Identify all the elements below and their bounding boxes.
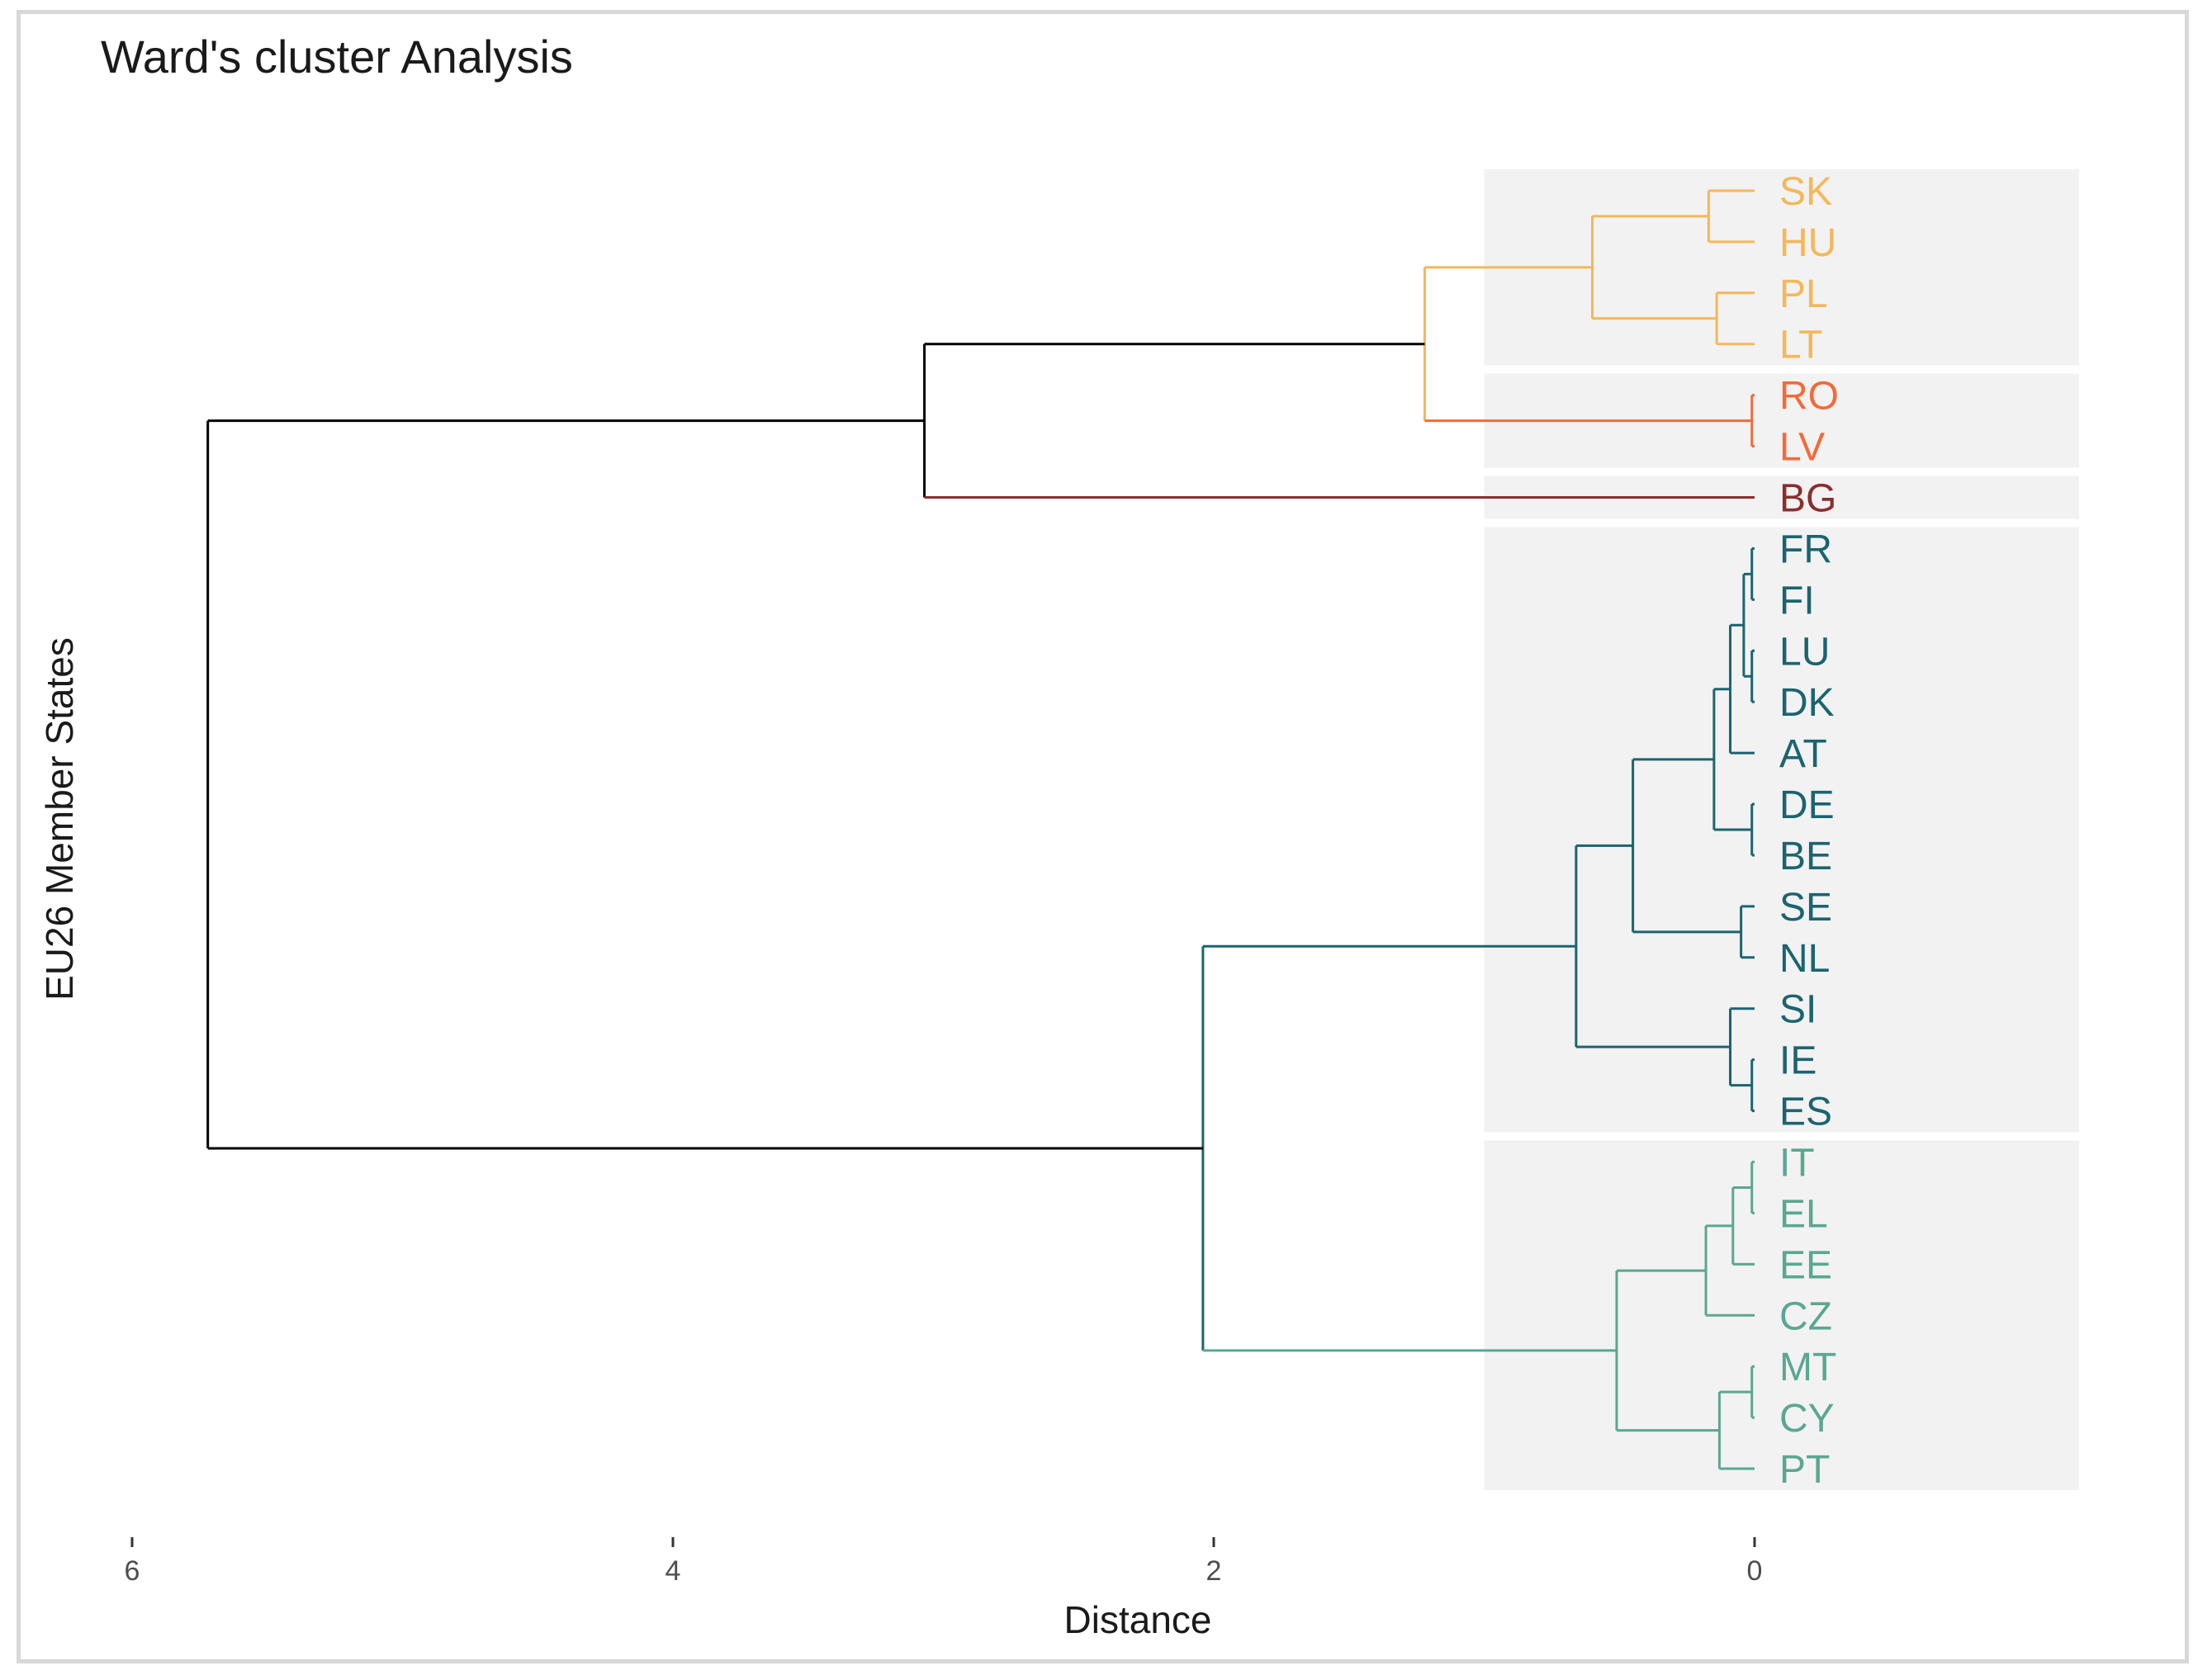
leaf-label-ro: RO (1779, 375, 1839, 419)
leaf-label-nl: NL (1779, 937, 1830, 981)
leaf-label-sk: SK (1779, 170, 1832, 214)
leaf-label-ee: EE (1779, 1243, 1832, 1287)
cluster-rect (1484, 527, 2079, 1133)
cluster-rect (1484, 1140, 2079, 1491)
leaf-label-es: ES (1779, 1091, 1832, 1134)
leaf-label-pl: PL (1779, 272, 1828, 316)
leaf-label-bg: BG (1779, 477, 1836, 521)
leaf-label-cy: CY (1779, 1397, 1835, 1441)
leaf-label-pt: PT (1779, 1448, 1830, 1492)
leaf-label-it: IT (1779, 1142, 1815, 1185)
x-tick-label: 6 (125, 1555, 140, 1587)
leaf-label-lv: LV (1779, 426, 1825, 470)
leaf-label-fi: FI (1779, 579, 1815, 622)
dendrogram-links (206, 189, 1755, 1470)
leaf-label-ie: IE (1779, 1039, 1816, 1083)
leaf-label-lt: LT (1779, 324, 1822, 367)
chart-title: Ward's cluster Analysis (101, 31, 573, 83)
leaf-label-si: SI (1779, 988, 1816, 1032)
leaf-label-se: SE (1779, 886, 1832, 930)
leaf-label-el: EL (1779, 1192, 1828, 1236)
x-tick-label: 0 (1747, 1555, 1763, 1587)
x-axis: 6 4 2 0 (125, 1537, 1763, 1587)
leaf-label-mt: MT (1779, 1346, 1836, 1389)
leaf-label-at: AT (1779, 732, 1827, 776)
x-axis-title: Distance (1064, 1598, 1212, 1641)
x-tick-label: 2 (1206, 1555, 1222, 1587)
leaf-label-hu: HU (1779, 221, 1836, 265)
leaf-label-be: BE (1779, 835, 1832, 878)
x-tick-label: 4 (665, 1555, 681, 1587)
leaf-label-de: DE (1779, 783, 1835, 827)
leaf-label-dk: DK (1779, 681, 1835, 725)
leaf-label-cz: CZ (1779, 1294, 1832, 1338)
leaf-label-lu: LU (1779, 630, 1830, 674)
leaf-labels: SK HU PL LT RO LV BG FR FI LU DK AT DE BE SE NL SI IE ES IT… (1779, 170, 1839, 1492)
leaf-label-fr: FR (1779, 528, 1832, 571)
cluster-rects (1484, 168, 2079, 1491)
y-axis-title: EU26 Member States (38, 637, 81, 1001)
